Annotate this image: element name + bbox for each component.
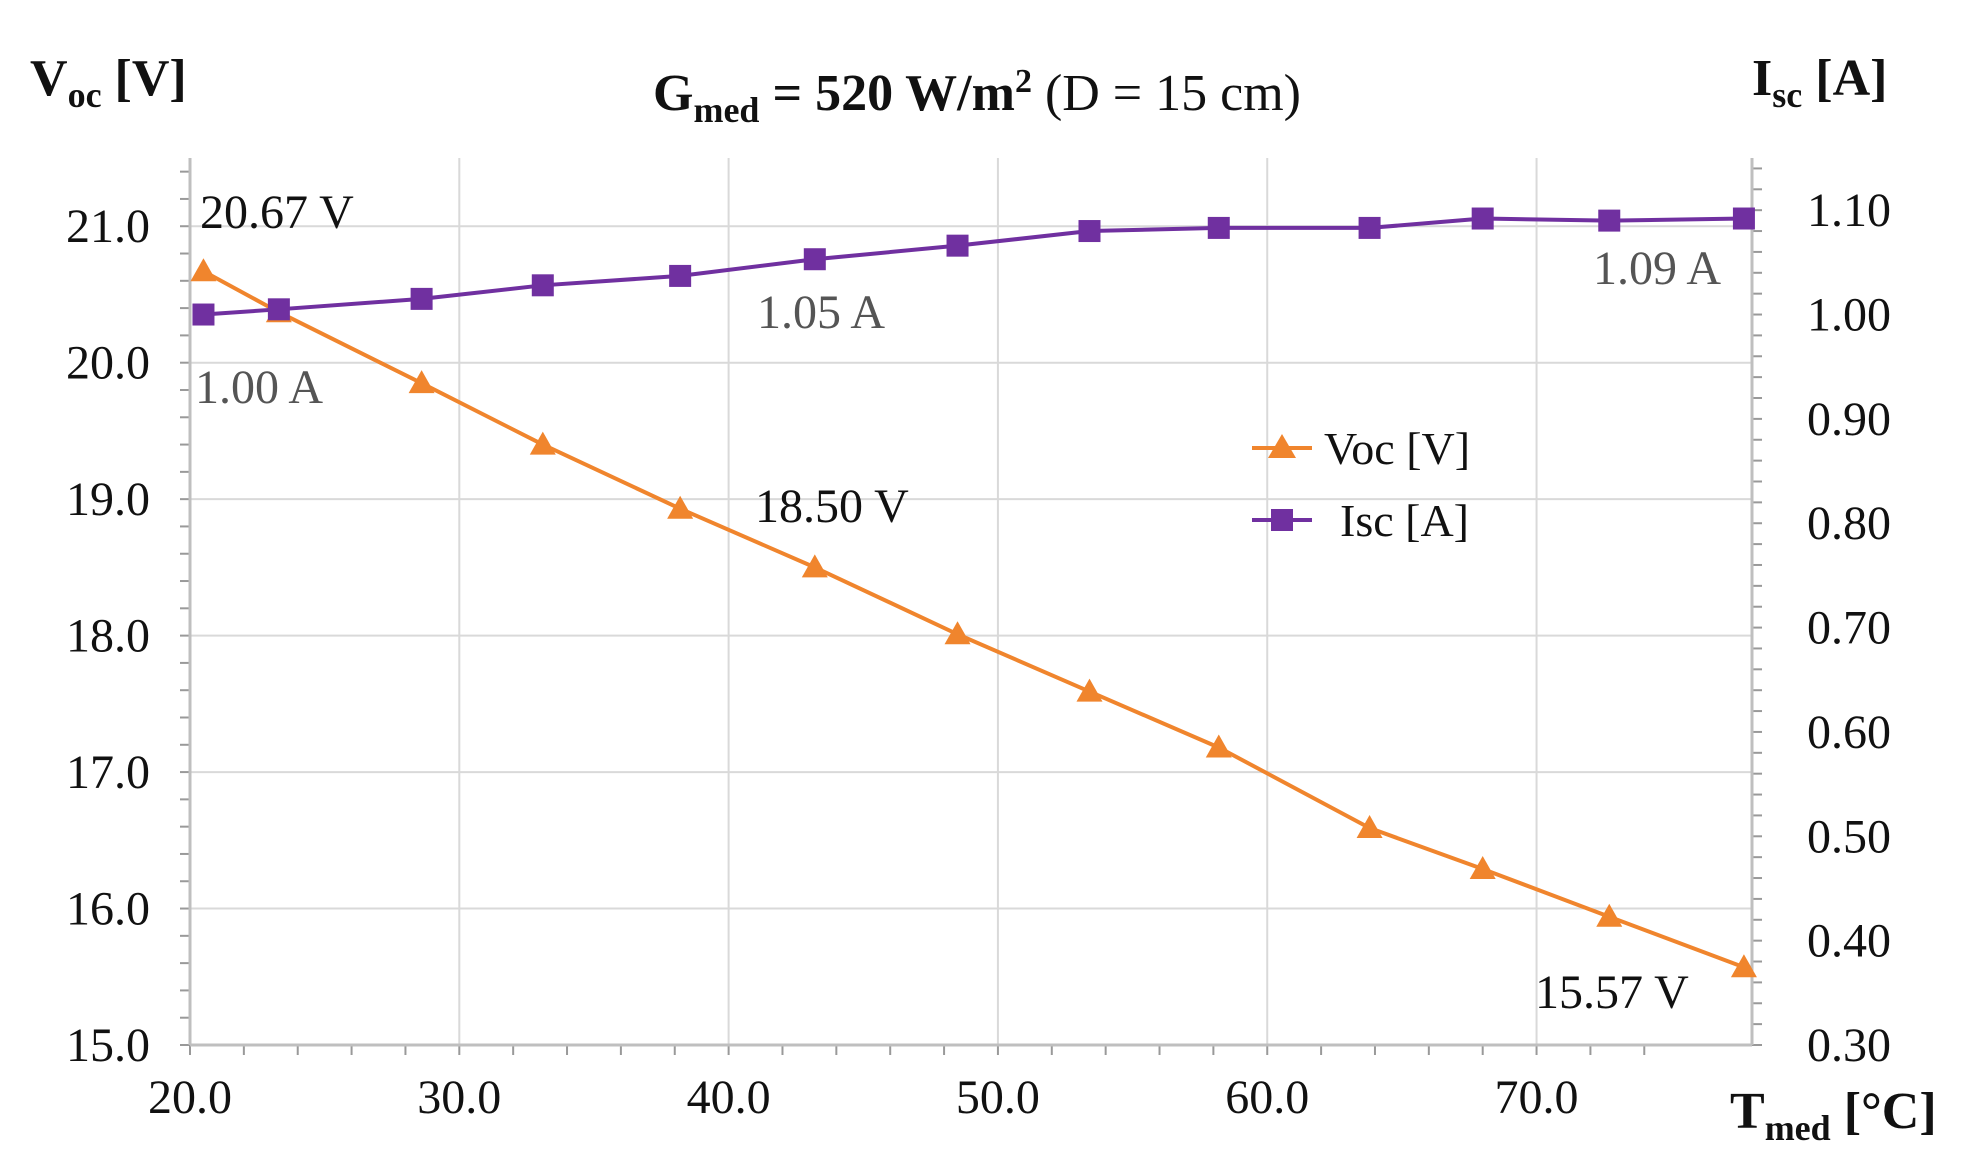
y-right-tick-label: 0.40 xyxy=(1807,915,1891,968)
y-left-axis-title: Voc [V] xyxy=(30,50,187,115)
x-tick-label: 30.0 xyxy=(417,1071,501,1124)
x-axis-title-unit: [°C] xyxy=(1831,1083,1937,1140)
data-point-isc xyxy=(531,274,554,297)
y-right-axis-title-sub: sc xyxy=(1772,75,1802,115)
data-point-isc xyxy=(1471,207,1494,230)
y-left-tick-label: 17.0 xyxy=(66,746,150,799)
data-point-isc xyxy=(1598,209,1621,232)
data-label: 18.50 V xyxy=(755,480,909,533)
data-point-voc xyxy=(408,370,435,394)
y-right-tick-label: 0.60 xyxy=(1807,706,1891,759)
data-point-isc xyxy=(803,248,826,271)
x-axis-title: Tmed [°C] xyxy=(1730,1083,1937,1148)
legend-item-voc: Voc [V] xyxy=(1252,423,1470,474)
data-label: 20.67 V xyxy=(200,186,354,239)
data-point-voc xyxy=(190,258,217,282)
chart-title-main: G xyxy=(653,65,693,122)
data-point-voc xyxy=(1356,815,1383,839)
y-left-axis-title-sub: oc xyxy=(68,75,102,115)
y-left-tick-label: 18.0 xyxy=(66,610,150,663)
x-tick-label: 20.0 xyxy=(148,1071,232,1124)
data-point-voc xyxy=(944,621,971,645)
legend-isc-square-icon xyxy=(1271,509,1293,531)
chart-title-superscript: 2 xyxy=(1015,63,1032,100)
data-point-voc xyxy=(1596,903,1623,927)
y-left-axis-title-unit: [V] xyxy=(102,50,187,107)
chart-title-subscript: med xyxy=(693,90,759,130)
legend-voc-label: Voc [V] xyxy=(1324,423,1470,474)
data-point-voc xyxy=(1469,855,1496,879)
y-left-tick-label: 19.0 xyxy=(66,473,150,526)
label-layer: 20.67 V 18.50 V 15.57 V 1.00 A 1.05 A 1.09 A xyxy=(195,186,1721,1019)
data-label: 1.09 A xyxy=(1593,242,1721,295)
x-tick-label: 60.0 xyxy=(1225,1071,1309,1124)
chart-title: Gmed = 520 W/m2 (D = 15 cm) xyxy=(653,63,1301,130)
legend-voc-triangle-icon xyxy=(1268,434,1296,458)
y-right-tick-label: 1.10 xyxy=(1807,184,1891,237)
y-left-axis-title-main: V xyxy=(30,50,68,107)
series-line-isc xyxy=(203,216,1744,317)
legend: Voc [V] Isc [A] xyxy=(1252,423,1470,546)
data-point-isc xyxy=(669,264,692,287)
y-left-tick-label: 15.0 xyxy=(66,1019,150,1072)
y-left-tick-label: 21.0 xyxy=(66,200,150,253)
data-point-voc xyxy=(1205,734,1232,758)
data-point-voc xyxy=(667,495,694,519)
data-point-isc xyxy=(410,287,433,310)
data-point-voc xyxy=(1076,678,1103,702)
x-tick-label: 40.0 xyxy=(687,1071,771,1124)
data-point-voc xyxy=(529,431,556,455)
x-axis-title-main: T xyxy=(1730,1083,1765,1140)
data-point-isc xyxy=(192,303,215,326)
data-label: 15.57 V xyxy=(1535,966,1689,1019)
axes-layer: 20.0 30.0 40.0 50.0 60.0 70.0 15.0 16.0 17.0 18.0… xyxy=(66,158,1891,1124)
x-tick-label: 50.0 xyxy=(956,1071,1040,1124)
y-right-axis-title-unit: [A] xyxy=(1802,50,1887,107)
y-right-axis-title-main: I xyxy=(1752,50,1772,107)
data-point-isc xyxy=(267,298,290,321)
y-left-tick-label: 20.0 xyxy=(66,337,150,390)
data-point-isc xyxy=(1078,220,1101,243)
data-label: 1.05 A xyxy=(757,286,885,339)
chart-title-equals: = 520 W/m xyxy=(759,65,1014,122)
y-right-tick-label: 0.70 xyxy=(1807,602,1891,655)
series-layer xyxy=(190,207,1757,978)
data-point-voc xyxy=(1730,954,1757,978)
y-right-axis-title: Isc [A] xyxy=(1752,50,1887,115)
y-left-tick-label: 16.0 xyxy=(66,883,150,936)
y-right-tick-label: 0.50 xyxy=(1807,810,1891,863)
legend-item-isc: Isc [A] xyxy=(1252,495,1469,546)
y-right-tick-label: 1.00 xyxy=(1807,289,1891,342)
data-point-isc xyxy=(946,234,969,257)
legend-isc-label: Isc [A] xyxy=(1340,495,1469,546)
data-point-voc xyxy=(801,554,828,578)
data-point-isc xyxy=(1207,216,1230,239)
y-right-tick-label: 0.30 xyxy=(1807,1019,1891,1072)
series-line-voc xyxy=(202,269,1745,970)
chart-title-rest: (D = 15 cm) xyxy=(1032,65,1301,122)
data-point-isc xyxy=(1732,207,1755,230)
y-right-tick-label: 0.80 xyxy=(1807,497,1891,550)
x-axis-title-sub: med xyxy=(1765,1108,1831,1148)
x-tick-label: 70.0 xyxy=(1495,1071,1579,1124)
y-right-tick-label: 0.90 xyxy=(1807,393,1891,446)
data-point-isc xyxy=(1358,216,1381,239)
data-label: 1.00 A xyxy=(195,361,323,414)
